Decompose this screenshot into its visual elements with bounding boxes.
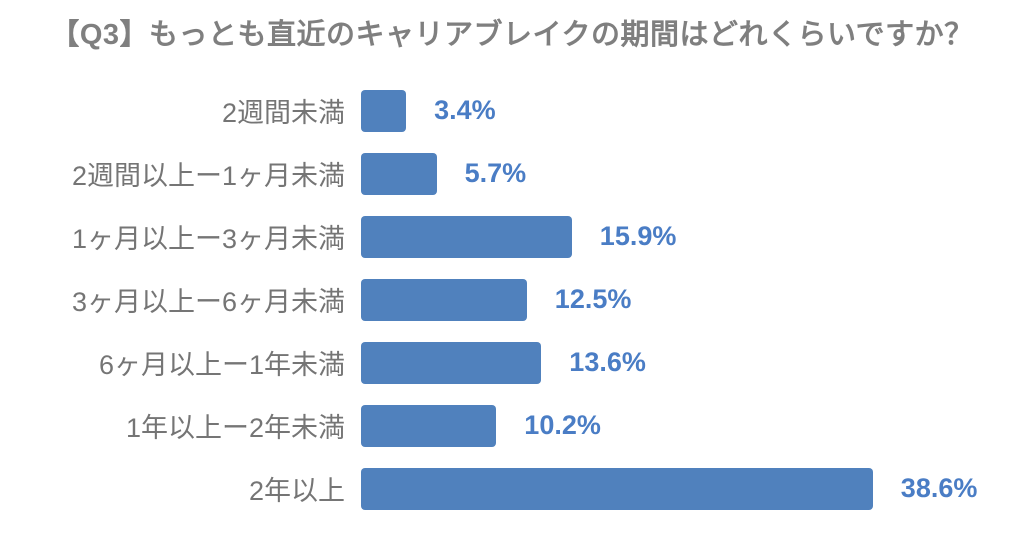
bar <box>361 467 873 510</box>
category-label: 1年以上ー2年未満 <box>125 413 345 444</box>
bar <box>361 215 572 258</box>
bar <box>361 341 542 384</box>
category-label: 1ヶ月以上ー3ヶ月未満 <box>71 224 345 255</box>
value-label: 13.6% <box>569 347 646 378</box>
chart-row: 2週間以上ー1ヶ月未満 5.7% <box>0 142 1024 205</box>
bar <box>361 278 527 321</box>
category-label: 3ヶ月以上ー6ヶ月未満 <box>71 287 345 318</box>
category-label: 2週間以上ー1ヶ月未満 <box>71 161 345 192</box>
value-label: 15.9% <box>599 221 677 252</box>
value-label: 12.5% <box>554 284 632 315</box>
value-label: 3.4% <box>434 95 496 126</box>
chart-row: 1ヶ月以上ー3ヶ月未満 15.9% <box>0 205 1024 268</box>
bar <box>361 152 437 195</box>
value-label: 5.7% <box>464 158 527 189</box>
category-label: 2週間未満 <box>221 98 345 129</box>
chart-row: 2年以上 38.6% <box>0 457 1024 520</box>
value-label: 10.2% <box>524 410 601 441</box>
category-label: 2年以上 <box>248 476 345 507</box>
chart-row: 1年以上ー2年未満 10.2% <box>0 394 1024 457</box>
chart-title: 【Q3】もっとも直近のキャリアブレイクの期間はどれくらいですか？ <box>50 19 974 51</box>
bar-chart: 2週間未満 3.4% 2週間以上ー1ヶ月未満 5.7% 1ヶ月以上ー3ヶ月未満 15.9%… <box>0 79 1024 520</box>
bar <box>361 404 497 447</box>
chart-row: 3ヶ月以上ー6ヶ月未満 12.5% <box>0 268 1024 331</box>
chart-row: 2週間未満 3.4% <box>0 79 1024 142</box>
bar <box>361 89 407 132</box>
value-label: 38.6% <box>900 473 978 504</box>
chart-row: 6ヶ月以上ー1年未満 13.6% <box>0 331 1024 394</box>
category-label: 6ヶ月以上ー1年未満 <box>98 350 345 381</box>
